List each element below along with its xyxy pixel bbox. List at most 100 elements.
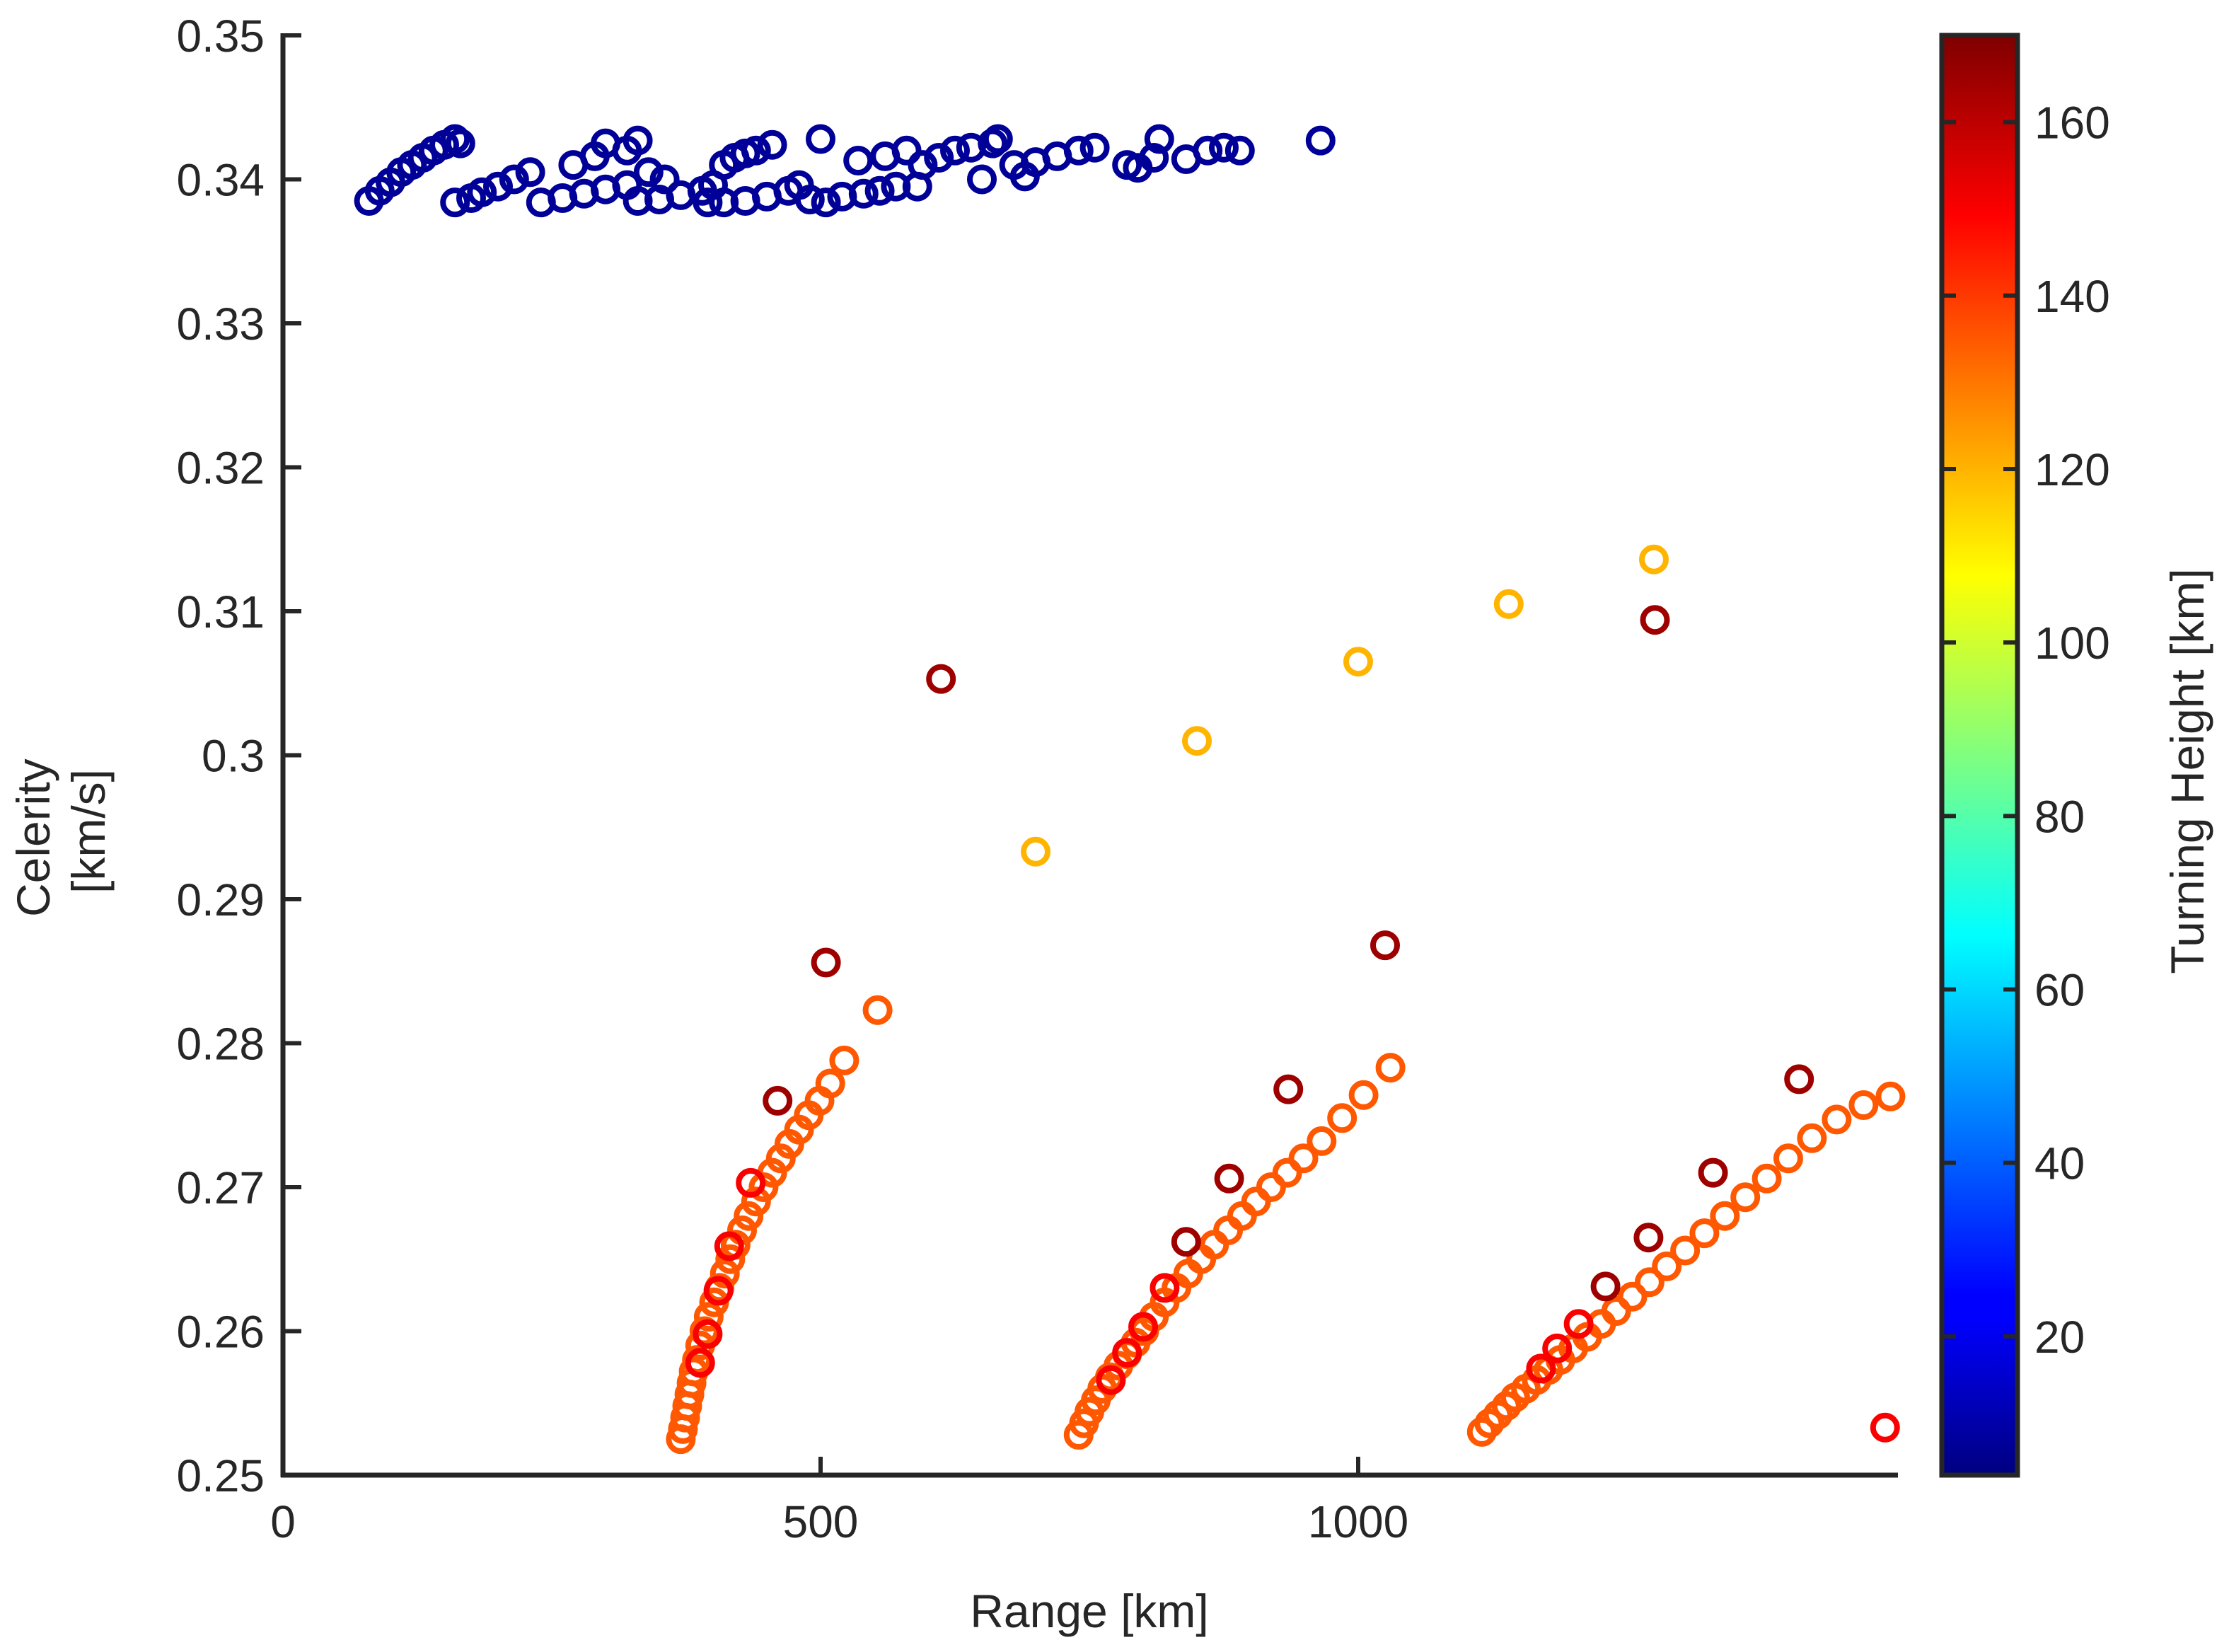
colorbar-tick-label: 160 xyxy=(2034,98,2110,149)
data-point xyxy=(1272,1157,1302,1188)
data-point xyxy=(1640,605,1670,635)
data-point xyxy=(467,177,497,207)
colorbar-tick-label: 100 xyxy=(2034,618,2110,669)
data-point xyxy=(967,164,997,195)
colorbar-tick-label: 20 xyxy=(2034,1312,2085,1363)
data-point xyxy=(1224,135,1255,166)
data-point xyxy=(1348,1080,1379,1110)
data-point xyxy=(926,664,956,694)
data-point xyxy=(623,125,653,156)
y-tick-label: 0.29 xyxy=(176,874,265,925)
x-tick-label: 500 xyxy=(783,1496,859,1547)
y-tick-label: 0.31 xyxy=(176,587,265,637)
data-point xyxy=(1171,1227,1201,1257)
data-point xyxy=(763,1085,793,1116)
data-point xyxy=(1784,1064,1814,1094)
data-point xyxy=(757,129,787,160)
x-tick-label: 1000 xyxy=(1308,1496,1408,1547)
data-point xyxy=(1144,124,1174,154)
data-point xyxy=(1370,930,1400,961)
data-point xyxy=(1752,1163,1782,1194)
data-point xyxy=(1182,726,1212,756)
data-point xyxy=(1213,1215,1244,1245)
data-point xyxy=(1214,1163,1244,1194)
data-point xyxy=(815,1068,845,1099)
series-upper-branch xyxy=(1021,544,1669,867)
data-point xyxy=(1639,544,1669,574)
data-point xyxy=(1375,1053,1406,1083)
data-point xyxy=(1689,1218,1720,1249)
data-point xyxy=(1227,1201,1257,1231)
data-point xyxy=(483,171,513,202)
data-point xyxy=(1875,1081,1906,1111)
data-point xyxy=(1797,1123,1827,1153)
data-point xyxy=(1063,135,1094,166)
y-tick-label: 0.25 xyxy=(176,1450,265,1501)
data-point xyxy=(440,187,470,218)
data-point xyxy=(445,128,475,158)
colorbar-tick-label: 140 xyxy=(2034,271,2110,322)
colorbar-frame xyxy=(1939,33,2020,1478)
data-point xyxy=(794,185,825,214)
x-tick-label: 0 xyxy=(270,1496,296,1547)
data-point xyxy=(734,1201,764,1231)
data-point xyxy=(940,135,970,166)
data-point xyxy=(1563,1309,1594,1339)
data-point xyxy=(843,146,874,175)
y-axis-label: Celerity [km/s] xyxy=(7,746,115,917)
y-tick-label: 0.34 xyxy=(176,155,265,206)
data-point xyxy=(1288,1143,1319,1174)
colorbar-gradient xyxy=(1942,35,2017,1475)
data-point xyxy=(1305,125,1336,156)
data-point xyxy=(1542,1333,1573,1363)
data-point xyxy=(811,187,841,218)
colorbar-tick-label: 40 xyxy=(2034,1138,2085,1189)
data-point xyxy=(891,135,922,166)
data-point xyxy=(1848,1090,1879,1120)
data-point xyxy=(848,178,879,209)
data-point xyxy=(515,157,545,187)
data-point xyxy=(715,1244,746,1274)
data-point xyxy=(741,1186,771,1217)
series-tropospheric xyxy=(354,124,1336,218)
data-point xyxy=(1193,135,1223,166)
data-point xyxy=(1241,1186,1271,1217)
data-point xyxy=(1670,1235,1701,1266)
data-point xyxy=(703,1276,734,1306)
data-point xyxy=(714,1231,744,1261)
data-point xyxy=(924,143,954,173)
colorbar-label: Turning Height [km] xyxy=(2161,568,2213,974)
data-point xyxy=(1128,1312,1158,1342)
scatter-markers xyxy=(354,124,1906,1455)
y-tick-label: 0.3 xyxy=(202,731,265,782)
series-high-turning xyxy=(763,605,1814,1302)
colorbar: 20 40 60 80 100 120 140 160 xyxy=(1939,33,2110,1478)
data-point xyxy=(693,187,723,218)
series-thermospheric-1 xyxy=(666,995,893,1455)
colorbar-tick-label: 120 xyxy=(2034,444,2110,495)
data-point xyxy=(908,150,938,180)
series-mid-turning xyxy=(685,1167,1900,1443)
y-tick-label: 0.27 xyxy=(176,1162,265,1213)
data-point xyxy=(1590,1271,1621,1302)
data-point xyxy=(736,1167,766,1198)
y-tick-label: 0.35 xyxy=(176,11,265,62)
data-point xyxy=(1209,132,1239,163)
data-point xyxy=(1634,1267,1664,1298)
data-point xyxy=(1079,132,1110,163)
data-point xyxy=(1822,1104,1852,1135)
data-point xyxy=(710,1259,740,1289)
data-point xyxy=(1652,1251,1682,1281)
axes: 0.25 0.26 0.27 0.28 0.29 0.3 0.31 0.32 0.33 0.34 0… xyxy=(176,11,1898,1547)
data-point xyxy=(1710,1201,1740,1231)
y-tick-label: 0.26 xyxy=(176,1307,265,1358)
data-point xyxy=(1273,1074,1304,1104)
y-tick-label: 0.28 xyxy=(176,1019,265,1070)
data-point xyxy=(1870,1412,1900,1443)
colorbar-tick-label: 80 xyxy=(2034,791,2085,842)
data-point xyxy=(1526,1353,1556,1384)
data-point xyxy=(983,124,1013,154)
data-point xyxy=(864,175,895,206)
data-point xyxy=(806,124,835,154)
data-point xyxy=(1698,1157,1728,1188)
